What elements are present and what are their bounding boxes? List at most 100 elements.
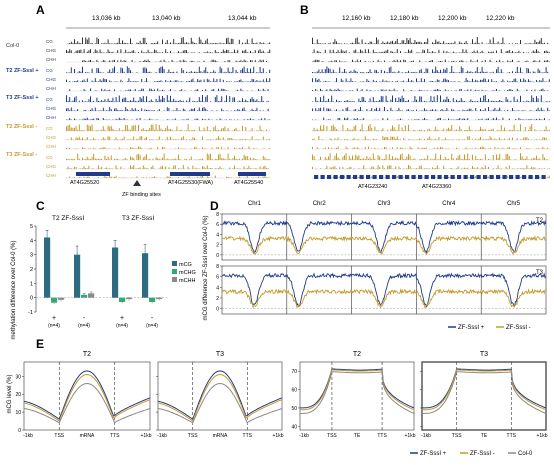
gene-block xyxy=(496,175,501,179)
e-frame-3 xyxy=(421,361,547,431)
track-label: CG xyxy=(46,155,53,160)
d-ytick-label: 0 xyxy=(216,253,219,259)
track-label: CHH xyxy=(46,144,56,149)
gene-block xyxy=(411,175,416,179)
d-ytick-label: 8 xyxy=(216,212,219,218)
e-xtick-label: TSS xyxy=(188,433,198,439)
e-line-zf-sssi--3 xyxy=(422,368,547,409)
b-track-4-chg xyxy=(312,165,550,170)
panel-d-ylabel: mCG difference ZF-SssI over Col-0 (%) xyxy=(203,216,209,321)
e-subpanel-title-0: T2 xyxy=(83,351,91,358)
a-track-4-chg: CHG xyxy=(46,164,270,170)
gene-model-fwa xyxy=(170,172,210,176)
e-line-col-0-3 xyxy=(422,371,547,414)
track-label: CHG xyxy=(46,164,56,169)
panel-b-letter: B xyxy=(300,3,309,17)
e-ytick-label: 0 xyxy=(18,428,21,434)
c-n-label: (n=4) xyxy=(48,323,60,329)
e-ytick-label: 50 xyxy=(291,406,297,412)
e-xtick-label: TSS xyxy=(54,433,64,439)
c-bar-mchg-0 xyxy=(51,297,58,303)
c-bar-mchg-2 xyxy=(119,297,126,302)
e-ytick-label: 20 xyxy=(15,392,21,398)
c-n-label: (n=4) xyxy=(78,323,90,329)
d-ytick-label: 6 xyxy=(216,275,219,281)
gene-block xyxy=(470,175,475,179)
panel-c: C methylation difference over Col-0 (%) … xyxy=(11,199,196,339)
e-line-zf-sssi--0 xyxy=(23,373,151,422)
d-chr-label-3: Chr3 xyxy=(377,201,391,207)
track-label: CHH xyxy=(46,86,56,91)
legend-label-mchh: mCHH xyxy=(179,278,196,284)
b-track-3-chg xyxy=(312,136,550,141)
gene-block xyxy=(379,175,384,179)
c-ytick-label: 0 xyxy=(30,296,33,302)
b-track-2-cg xyxy=(312,95,550,103)
track-label: CG xyxy=(46,97,53,102)
d-row-frame-T3 xyxy=(221,265,547,315)
e-subpanel-title-1: T3 xyxy=(216,351,224,358)
b-track-3-chh xyxy=(312,146,550,150)
e-line-col-0-2 xyxy=(300,371,415,414)
e-xtick-label: +1kb xyxy=(141,433,152,439)
d-chr-label-1: Chr1 xyxy=(248,201,262,207)
legend-label-mcg: mCG xyxy=(179,262,192,268)
gene-block xyxy=(372,175,377,179)
c-category-label: - xyxy=(151,315,154,322)
d-row-label-T3: T3 xyxy=(536,270,544,276)
gene-block xyxy=(424,175,429,179)
e-line-zf-sssi--1 xyxy=(157,370,283,421)
gene-block xyxy=(535,175,540,179)
a-track-2-chg: CHG xyxy=(46,106,270,112)
e-line-zf-sssi--0 xyxy=(23,370,151,421)
e-subpanel-title-2: T2 xyxy=(353,351,361,358)
a-track-1-chg: CHG xyxy=(46,77,271,83)
gene-block xyxy=(320,175,325,179)
b-track-1-chh xyxy=(312,88,550,92)
b-track-3-cg xyxy=(312,124,550,132)
gene-label-at4g23240: AT4G23240 xyxy=(358,184,387,190)
e-xtick-label: -1kb xyxy=(23,433,33,439)
track-label: CHG xyxy=(46,77,56,82)
gene-block xyxy=(314,175,319,179)
legend-swatch-mcg xyxy=(172,261,177,266)
gene-block xyxy=(340,175,345,179)
e-xtick-label: TTS xyxy=(507,433,517,439)
e-ytick-label: 60 xyxy=(291,388,297,394)
gene-block xyxy=(522,175,527,179)
panel-a-coord-1: 13,036 kb xyxy=(92,15,121,22)
c-bar-mcg-0 xyxy=(44,237,51,298)
e-xtick-label: TE xyxy=(354,433,361,439)
a-track-4-chh: CHH xyxy=(46,173,271,179)
d-ytick-label: 2 xyxy=(216,243,219,249)
gene-block xyxy=(528,175,533,179)
e-subpanel-title-3: T3 xyxy=(480,351,488,358)
panel-c-group-title-t3: T3 ZF-SssI xyxy=(122,215,154,222)
e-xtick-label: TE xyxy=(481,433,488,439)
c-bar-mchg-3 xyxy=(149,297,156,302)
legend-d-plus: ZF-SssI + xyxy=(458,325,485,331)
legend-e-plus: ZF-SssI + xyxy=(420,451,447,457)
panel-a-tracks: CG CHG CHH CG CHG CHH CG CHG CHH CG CHG CHH CG CHG CHH xyxy=(46,37,271,179)
panel-e: E mCG level (%) T2 0 10 20 30 -1kb TSS mRNA TTS +… xyxy=(7,337,548,457)
panel-a-coordinate-ruler: 13,036 kb 13,040 kb 13,044 kb xyxy=(66,15,270,29)
gene-block xyxy=(418,175,423,179)
legend-label-mchg: mCHG xyxy=(179,270,196,276)
c-ytick-label: 3 xyxy=(30,253,33,259)
b-track-0-cg xyxy=(312,37,550,45)
c-bar-mcg-2 xyxy=(112,247,119,298)
e-ytick-label: 10 xyxy=(15,410,21,416)
d-chr-label-2: Chr2 xyxy=(313,201,327,207)
b-track-1-cg xyxy=(312,66,550,74)
gene-block xyxy=(502,175,507,179)
track-label: CHH xyxy=(46,173,56,178)
e-xtick-label: TSS xyxy=(452,433,462,439)
a-track-4-cg: CG xyxy=(46,153,271,161)
gene-block xyxy=(457,175,462,179)
e-xtick-label: mRNA xyxy=(213,433,228,439)
e-line-zf-sssi--3 xyxy=(422,369,547,411)
panel-e-letter: E xyxy=(36,337,44,351)
panel-c-ylabel: methylation difference over Col-0 (%) xyxy=(11,241,17,340)
gene-label-at4g23360: AT4G23360 xyxy=(422,184,451,190)
d-chr-label-4: Chr4 xyxy=(442,201,456,207)
